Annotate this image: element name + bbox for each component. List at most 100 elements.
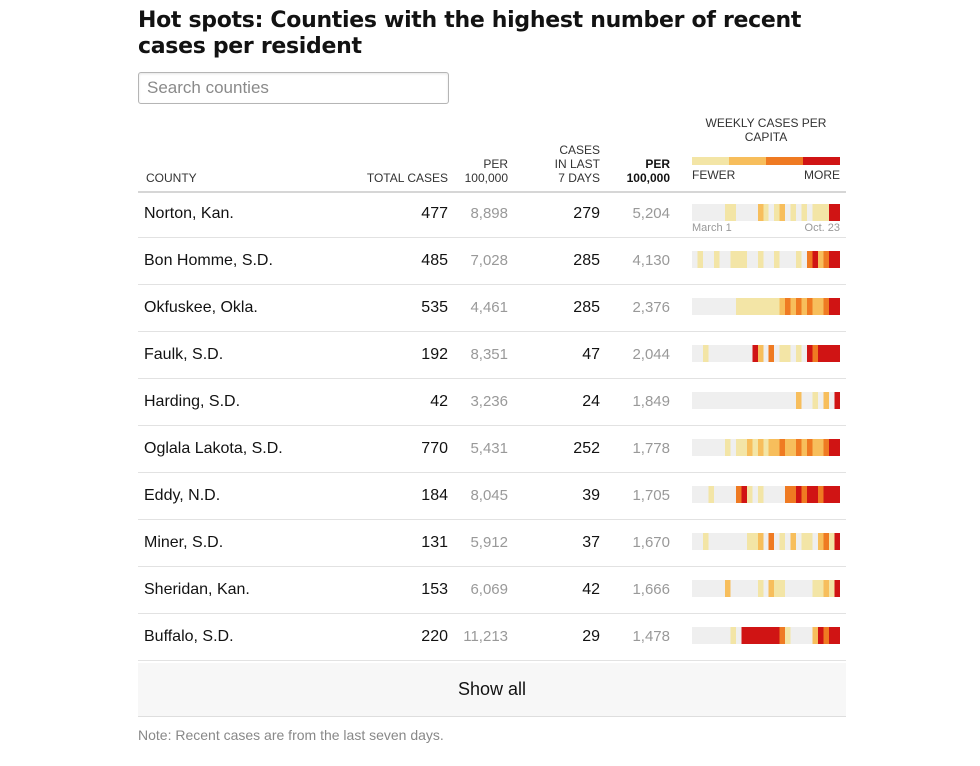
legend-swatch bbox=[692, 157, 729, 165]
week-cell bbox=[818, 251, 824, 268]
week-cell bbox=[818, 392, 824, 409]
week-cell bbox=[796, 486, 802, 503]
week-cell bbox=[730, 486, 737, 503]
week-cell bbox=[763, 251, 770, 268]
cell-county: Norton, Kan. bbox=[144, 205, 234, 222]
week-cell bbox=[741, 580, 748, 597]
week-cell bbox=[823, 486, 830, 503]
week-cell bbox=[724, 439, 731, 456]
column-header-county[interactable]: COUNTY bbox=[146, 171, 197, 185]
week-cell bbox=[774, 486, 780, 503]
week-cell bbox=[757, 533, 764, 550]
weekly-cases-sparkline bbox=[692, 486, 840, 503]
week-cell bbox=[692, 204, 698, 221]
table-row: Norton, Kan. 477 8,898 279 5,204 March 1 Oct. … bbox=[138, 191, 846, 238]
cell-per-100k: 5,912 bbox=[470, 534, 508, 551]
week-cell bbox=[779, 486, 786, 503]
week-cell bbox=[735, 345, 742, 362]
column-header-last7-per-100k[interactable]: PER 100,000 bbox=[600, 157, 670, 185]
cell-last7-per-100k: 1,705 bbox=[632, 487, 670, 504]
cell-total-cases: 535 bbox=[421, 299, 448, 316]
legend-swatch bbox=[803, 157, 840, 165]
week-cell bbox=[774, 580, 780, 597]
show-all-button[interactable]: Show all bbox=[138, 663, 846, 717]
column-header-total-cases[interactable]: TOTAL CASES bbox=[366, 171, 448, 185]
cell-per-100k: 7,028 bbox=[470, 252, 508, 269]
week-cell bbox=[768, 533, 775, 550]
column-header-per-100k[interactable]: PER 100,000 bbox=[438, 157, 508, 185]
table-row: Faulk, S.D. 192 8,351 47 2,044 bbox=[138, 332, 846, 379]
legend-more-label: MORE bbox=[804, 168, 840, 182]
week-cell bbox=[757, 251, 764, 268]
week-cell bbox=[752, 345, 759, 362]
week-cell bbox=[790, 580, 797, 597]
week-cell bbox=[834, 580, 840, 597]
footnote: Note: Recent cases are from the last sev… bbox=[138, 727, 444, 743]
week-cell bbox=[724, 580, 731, 597]
week-cell bbox=[774, 627, 780, 644]
cell-total-cases: 477 bbox=[421, 205, 448, 222]
week-cell bbox=[801, 251, 808, 268]
legend-swatch bbox=[729, 157, 766, 165]
week-cell bbox=[807, 251, 813, 268]
week-cell bbox=[807, 345, 813, 362]
week-cell bbox=[834, 251, 840, 268]
week-cell bbox=[735, 627, 742, 644]
week-cell bbox=[801, 345, 808, 362]
column-header-last7-line2: IN LAST bbox=[554, 157, 600, 171]
week-cell bbox=[730, 298, 737, 315]
week-cell bbox=[812, 439, 819, 456]
week-cell bbox=[730, 392, 737, 409]
sparkline-axis-end: Oct. 23 bbox=[804, 222, 840, 234]
weekly-cases-sparkline bbox=[692, 533, 840, 550]
week-cell bbox=[774, 298, 780, 315]
week-cell bbox=[801, 298, 808, 315]
week-cell bbox=[779, 298, 786, 315]
legend-title: WEEKLY CASES PER CAPITA bbox=[692, 116, 840, 144]
week-cell bbox=[829, 580, 835, 597]
week-cell bbox=[752, 251, 759, 268]
column-header-last7-line3: 7 DAYS bbox=[558, 171, 600, 185]
week-cell bbox=[834, 627, 840, 644]
legend-swatch bbox=[766, 157, 803, 165]
cell-per-100k: 8,898 bbox=[470, 205, 508, 222]
week-cell bbox=[708, 251, 715, 268]
week-cell bbox=[692, 392, 698, 409]
cell-cases-last-7-days: 285 bbox=[573, 299, 600, 316]
week-cell bbox=[692, 627, 698, 644]
column-header-per2-line2: 100,000 bbox=[626, 171, 670, 185]
week-cell bbox=[768, 392, 775, 409]
legend-title-line2: CAPITA bbox=[744, 130, 788, 144]
column-header-cases-last-7-days[interactable]: CASES IN LAST 7 DAYS bbox=[530, 143, 600, 185]
week-cell bbox=[774, 439, 780, 456]
week-cell bbox=[746, 627, 753, 644]
week-cell bbox=[823, 204, 830, 221]
week-cell bbox=[702, 392, 709, 409]
cell-per-100k: 8,351 bbox=[470, 346, 508, 363]
week-cell bbox=[708, 204, 715, 221]
cell-per-100k: 6,069 bbox=[470, 581, 508, 598]
legend-color-scale bbox=[692, 157, 840, 165]
week-cell bbox=[785, 580, 791, 597]
cell-last7-per-100k: 1,666 bbox=[632, 581, 670, 598]
week-cell bbox=[818, 486, 824, 503]
table-row: Oglala Lakota, S.D. 770 5,431 252 1,778 bbox=[138, 426, 846, 473]
week-cell bbox=[818, 345, 824, 362]
week-cell bbox=[834, 486, 840, 503]
cell-last7-per-100k: 1,849 bbox=[632, 393, 670, 410]
search-input[interactable] bbox=[138, 72, 449, 104]
week-cell bbox=[812, 580, 819, 597]
week-cell bbox=[730, 345, 737, 362]
week-cell bbox=[779, 392, 786, 409]
week-cell bbox=[823, 392, 830, 409]
week-cell bbox=[807, 439, 813, 456]
week-cell bbox=[752, 204, 759, 221]
cell-total-cases: 770 bbox=[421, 440, 448, 457]
cell-cases-last-7-days: 24 bbox=[582, 393, 600, 410]
week-cell bbox=[735, 251, 742, 268]
cell-per-100k: 5,431 bbox=[470, 440, 508, 457]
cell-last7-per-100k: 2,376 bbox=[632, 299, 670, 316]
week-cell bbox=[774, 392, 780, 409]
cell-last7-per-100k: 1,478 bbox=[632, 628, 670, 645]
week-cell bbox=[807, 627, 813, 644]
